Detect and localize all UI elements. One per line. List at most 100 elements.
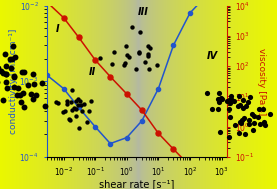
Point [146, 44, 151, 47]
Point [241, 117, 246, 120]
Point [3, 72, 8, 75]
Point [22, 106, 26, 109]
Point [203, 181, 207, 184]
Point [137, 51, 141, 54]
Point [63, 109, 67, 112]
Point [241, 106, 245, 109]
Point [229, 98, 233, 101]
Point [78, 100, 82, 103]
Point [236, 105, 240, 108]
Point [70, 88, 74, 91]
Point [216, 107, 220, 110]
Point [210, 107, 214, 110]
Point [20, 70, 24, 73]
Point [34, 93, 39, 96]
Point [256, 115, 260, 118]
Point [54, 101, 58, 104]
Point [32, 83, 36, 86]
Point [252, 114, 257, 117]
Point [261, 121, 266, 124]
Point [61, 111, 66, 114]
Point [56, 102, 60, 105]
Point [125, 53, 129, 56]
Point [19, 100, 23, 103]
Point [156, 87, 161, 90]
Point [13, 55, 17, 58]
Point [250, 112, 254, 115]
Point [74, 114, 78, 117]
Point [4, 65, 9, 68]
Point [248, 95, 253, 98]
Point [76, 103, 80, 106]
Point [237, 94, 242, 97]
Point [45, 74, 49, 77]
Point [227, 135, 231, 138]
Point [45, 1, 49, 4]
Point [3, 81, 8, 84]
Point [15, 93, 19, 96]
Point [233, 124, 237, 127]
Point [232, 99, 237, 102]
Point [252, 122, 256, 125]
Point [22, 71, 26, 74]
Point [43, 105, 47, 108]
Point [245, 100, 250, 103]
Point [134, 67, 138, 70]
Point [143, 61, 147, 64]
Point [79, 103, 83, 106]
Point [240, 119, 244, 122]
Point [147, 67, 151, 70]
Point [61, 87, 66, 90]
Point [156, 132, 161, 135]
Point [258, 122, 263, 125]
Point [110, 62, 114, 65]
Point [268, 112, 272, 115]
Point [218, 131, 222, 134]
Point [219, 96, 223, 99]
Point [239, 121, 243, 124]
Point [171, 148, 176, 151]
Point [65, 99, 69, 102]
Point [10, 58, 14, 61]
Point [138, 30, 142, 33]
Point [238, 103, 242, 106]
Point [108, 75, 112, 78]
Point [18, 94, 22, 97]
Point [216, 91, 221, 94]
Point [188, 164, 192, 167]
Point [130, 25, 134, 28]
Point [136, 51, 141, 54]
Point [228, 94, 233, 97]
Point [238, 121, 242, 124]
Point [85, 120, 89, 123]
X-axis label: shear rate [s⁻¹]: shear rate [s⁻¹] [99, 179, 175, 189]
Point [243, 105, 248, 108]
Point [217, 101, 222, 104]
Point [140, 109, 144, 112]
Point [7, 57, 12, 60]
Point [3, 52, 7, 55]
Point [146, 54, 151, 57]
Point [77, 126, 81, 129]
Point [247, 122, 251, 125]
Point [12, 75, 16, 78]
Point [257, 108, 261, 111]
Text: III: III [138, 7, 148, 17]
Point [227, 102, 232, 105]
Point [1, 71, 5, 74]
Point [127, 55, 131, 58]
Point [73, 99, 78, 102]
Point [72, 107, 76, 110]
Point [98, 56, 102, 59]
Point [112, 51, 116, 54]
Point [81, 103, 86, 106]
Point [108, 142, 112, 145]
Point [123, 62, 127, 65]
Point [0, 70, 3, 73]
Point [68, 119, 73, 122]
Point [61, 16, 66, 19]
Point [31, 73, 36, 76]
Point [155, 64, 159, 67]
Point [76, 106, 81, 109]
Point [123, 44, 128, 47]
